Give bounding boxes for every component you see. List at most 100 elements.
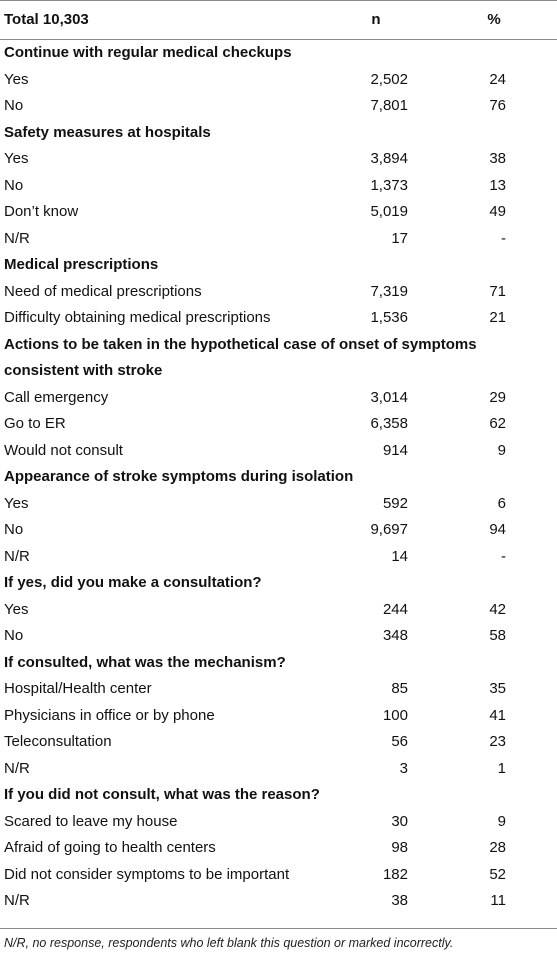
row-percent: 23 <box>489 733 506 750</box>
row-count: 592 <box>382 494 408 512</box>
table-row: Would not consult 914 9 <box>0 438 557 465</box>
row-count: 6,358 <box>370 415 408 432</box>
header-n: n <box>371 11 381 28</box>
table-row: No 1,373 13 <box>0 173 557 200</box>
row-percent: 21 <box>489 309 506 326</box>
table-row: Afraid of going to health centers 98 28 <box>0 835 557 862</box>
row-percent: 28 <box>489 839 506 856</box>
table-row: N/R 14 - <box>0 544 557 571</box>
table-row: Hospital/Health center 85 35 <box>0 676 557 703</box>
row-count: 30 <box>391 812 408 830</box>
row-count: 100 <box>382 706 408 724</box>
row-percent: 52 <box>489 865 506 883</box>
row-count: 182 <box>382 865 408 883</box>
table-row: No 7,801 76 <box>0 93 557 120</box>
table-footnote: N/R, no response, respondents who left b… <box>4 936 454 950</box>
row-count: 38 <box>391 892 408 909</box>
row-label: Teleconsultation <box>4 733 112 750</box>
row-label: Would not consult <box>4 441 123 459</box>
table-row: Yes 3,894 38 <box>0 146 557 173</box>
row-percent: 29 <box>489 388 506 406</box>
row-count: 1,373 <box>370 176 408 194</box>
section-title: Appearance of stroke symptoms during iso… <box>4 468 354 485</box>
row-percent: 24 <box>489 70 506 88</box>
row-count: 5,019 <box>370 203 408 220</box>
table-row: Difficulty obtaining medical prescriptio… <box>0 305 557 332</box>
row-label: No <box>4 627 24 644</box>
row-percent: 42 <box>489 600 506 618</box>
table-row: N/R 38 11 <box>0 888 557 915</box>
row-label: Don’t know <box>4 203 79 220</box>
header-total-label: Total 10,303 <box>4 11 89 28</box>
row-count: 7,801 <box>370 97 408 114</box>
table-row: Don’t know 5,019 49 <box>0 199 557 226</box>
section-title: If yes, did you make a consultation? <box>4 574 262 591</box>
table-row: Yes 592 6 <box>0 491 557 518</box>
row-count: 98 <box>391 839 408 856</box>
row-count: 914 <box>382 441 408 459</box>
table-row: No 348 58 <box>0 623 557 650</box>
section-title: Medical prescriptions <box>4 256 159 273</box>
row-label: N/R <box>4 229 30 247</box>
row-label: Difficulty obtaining medical prescriptio… <box>4 309 271 326</box>
section-title: If consulted, what was the mechanism? <box>4 653 286 671</box>
row-percent: 6 <box>497 494 506 512</box>
row-percent: 38 <box>489 150 506 167</box>
row-count: 7,319 <box>370 282 408 300</box>
row-label: N/R <box>4 547 30 565</box>
row-percent: 41 <box>489 706 506 724</box>
table-body: Continue with regular medical checkups Ye… <box>0 40 557 915</box>
row-label: N/R <box>4 892 30 909</box>
row-count: 14 <box>391 547 408 565</box>
row-count: 56 <box>391 733 408 750</box>
table-row: Yes 244 42 <box>0 597 557 624</box>
table-row: Physicians in office or by phone 100 41 <box>0 703 557 730</box>
row-percent: - <box>501 229 506 247</box>
row-label: Afraid of going to health centers <box>4 839 216 856</box>
row-count: 17 <box>391 229 408 247</box>
row-label: N/R <box>4 759 30 777</box>
row-count: 348 <box>382 627 408 644</box>
row-label: Need of medical prescriptions <box>4 282 202 300</box>
section-title: Safety measures at hospitals <box>4 123 211 141</box>
row-percent: 9 <box>497 441 506 459</box>
row-label: Yes <box>4 150 29 167</box>
row-count: 85 <box>391 680 408 697</box>
row-label: No <box>4 176 24 194</box>
table-row: Call emergency 3,014 29 <box>0 385 557 412</box>
section-title: Continue with regular medical checkups <box>4 44 292 61</box>
row-label: Go to ER <box>4 415 66 432</box>
row-count: 9,697 <box>370 521 408 538</box>
bottom-rule <box>0 928 557 929</box>
row-count: 1,536 <box>370 309 408 326</box>
row-percent: 35 <box>489 680 506 697</box>
row-label: No <box>4 521 24 538</box>
row-count: 244 <box>382 600 408 618</box>
row-percent: 13 <box>489 176 506 194</box>
table-row: N/R 17 - <box>0 226 557 253</box>
table-row: Teleconsultation 56 23 <box>0 729 557 756</box>
section-title: If you did not consult, what was the rea… <box>4 786 320 803</box>
table-row: N/R 3 1 <box>0 756 557 783</box>
row-label: No <box>4 97 24 114</box>
table-row: No 9,697 94 <box>0 517 557 544</box>
row-label: Hospital/Health center <box>4 680 152 697</box>
table-row: Need of medical prescriptions 7,319 71 <box>0 279 557 306</box>
row-percent: 11 <box>490 892 506 909</box>
row-percent: 49 <box>489 203 506 220</box>
row-label: Physicians in office or by phone <box>4 706 215 724</box>
row-count: 3,014 <box>370 388 408 406</box>
table-row: Yes 2,502 24 <box>0 67 557 94</box>
row-count: 3 <box>399 759 408 777</box>
row-percent: 58 <box>489 627 506 644</box>
row-percent: 62 <box>489 415 506 432</box>
table-row: Did not consider symptoms to be importan… <box>0 862 557 889</box>
table-row: Scared to leave my house 30 9 <box>0 809 557 836</box>
row-label: Yes <box>4 600 29 618</box>
row-label: Yes <box>4 494 29 512</box>
row-percent: - <box>501 547 506 565</box>
row-percent: 9 <box>497 812 506 830</box>
table-header: Total 10,303 n % <box>0 0 557 40</box>
row-label: Did not consider symptoms to be importan… <box>4 865 290 883</box>
